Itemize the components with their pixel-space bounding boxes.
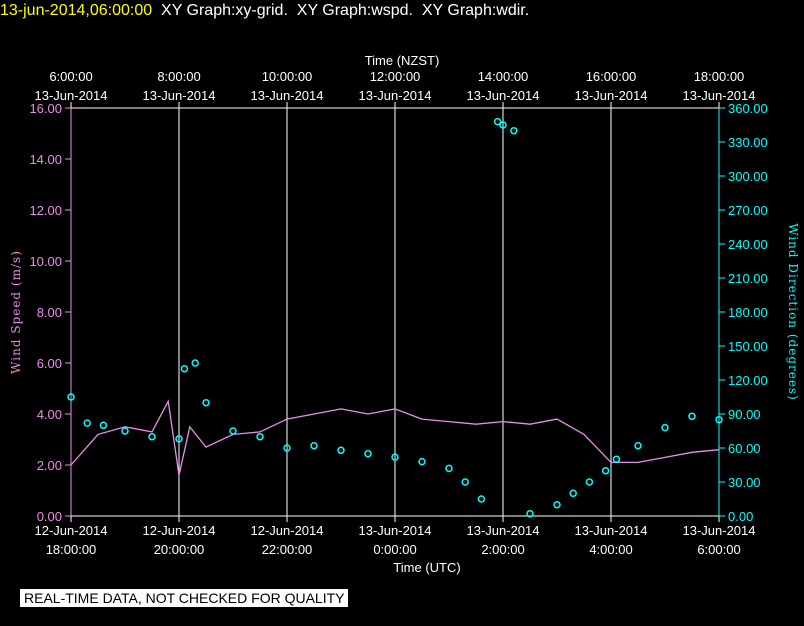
left-tick-label: 2.00 (37, 458, 62, 473)
top-tick-time: 8:00:00 (157, 69, 200, 84)
series-point-wdir (510, 126, 518, 135)
right-tick-label: 360.00 (728, 101, 768, 116)
bottom-tick-date: 12-Jun-2014 (35, 523, 108, 538)
series-point-wdir (634, 441, 642, 450)
top-tick-time: 6:00:00 (49, 69, 92, 84)
right-tick-label: 180.00 (728, 305, 768, 320)
series-point-wdir (612, 455, 621, 464)
series-point-wdir (477, 495, 486, 503)
left-tick-label: 12.00 (29, 203, 62, 218)
right-tick-label: 30.00 (728, 475, 761, 490)
series-line-wspd (70, 399, 720, 476)
top-tick-time: 12:00:00 (370, 69, 421, 84)
top-tick-time: 14:00:00 (478, 69, 529, 84)
right-tick-label: 0.00 (728, 509, 753, 524)
left-tick-label: 4.00 (37, 407, 62, 422)
graph-header: 13-jun-2014,06:00:00 XY Graph:xy-grid. X… (0, 2, 529, 20)
series-point-wdir (67, 393, 75, 401)
series-point-wdir (526, 509, 534, 518)
right-tick-label: 60.00 (728, 441, 761, 456)
top-tick-time: 16:00:00 (586, 69, 637, 84)
series-point-wdir (148, 432, 156, 441)
left-tick-label: 14.00 (29, 152, 62, 167)
series-point-wdir (661, 423, 669, 432)
series-point-wdir (445, 464, 453, 473)
right-axis-label: Wind Direction (degrees) (786, 223, 800, 401)
top-tick-date: 13-Jun-2014 (575, 88, 648, 103)
series-point-wdir (256, 432, 264, 441)
top-tick-time: 18:00:00 (694, 69, 745, 84)
series-point-wdir (310, 441, 318, 450)
bottom-tick-time: 2:00:00 (481, 542, 524, 557)
left-axis-label: Wind Speed (m/s) (9, 250, 23, 374)
series-point-wdir (175, 435, 183, 443)
bottom-tick-time: 4:00:00 (589, 542, 632, 557)
series-point-wdir (493, 117, 502, 126)
bottom-tick-date: 13-Jun-2014 (575, 523, 648, 538)
right-tick-label: 330.00 (728, 135, 768, 150)
top-tick-date: 13-Jun-2014 (35, 88, 108, 103)
series-point-wdir (418, 457, 426, 466)
bottom-tick-time: 0:00:00 (373, 542, 416, 557)
left-tick-label: 10.00 (29, 254, 62, 269)
series-point-wdir (364, 449, 372, 458)
top-tick-date: 13-Jun-2014 (251, 88, 324, 103)
right-tick-label: 270.00 (728, 203, 768, 218)
bottom-tick-date: 12-Jun-2014 (251, 523, 324, 538)
bottom-tick-date: 13-Jun-2014 (359, 523, 432, 538)
series-point-wdir (499, 121, 507, 129)
bottom-tick-time: 6:00:00 (697, 542, 740, 557)
left-tick-label: 8.00 (37, 305, 62, 320)
right-tick-label: 150.00 (728, 339, 768, 354)
bottom-tick-date: 13-Jun-2014 (467, 523, 540, 538)
right-tick-label: 210.00 (728, 271, 768, 286)
series-point-wdir (202, 398, 210, 407)
series-point-wdir (83, 419, 91, 427)
left-tick-label: 0.00 (37, 509, 62, 524)
header-graph-list: XY Graph:xy-grid. XY Graph:wspd. XY Grap… (161, 2, 530, 19)
top-tick-time: 10:00:00 (262, 69, 313, 84)
series-point-wdir (191, 359, 199, 367)
header-timestamp: 13-jun-2014,06:00:00 (0, 2, 153, 19)
series-point-wdir (553, 500, 561, 509)
series-point-wdir (461, 478, 469, 486)
top-tick-date: 13-Jun-2014 (359, 88, 432, 103)
series-point-wdir (601, 466, 610, 475)
left-tick-label: 6.00 (37, 356, 62, 371)
series-point-wdir (715, 415, 723, 424)
series-point-wdir (283, 444, 291, 452)
bottom-tick-time: 22:00:00 (262, 542, 313, 557)
right-tick-label: 120.00 (728, 373, 768, 388)
series-point-wdir (688, 412, 696, 421)
series-point-wdir (569, 489, 577, 498)
right-tick-label: 300.00 (728, 169, 768, 184)
bottom-tick-date: 12-Jun-2014 (143, 523, 216, 538)
series-point-wdir (391, 453, 399, 461)
series-point-wdir (121, 427, 129, 435)
series-point-wdir (229, 427, 237, 435)
quality-notice: REAL-TIME DATA, NOT CHECKED FOR QUALITY (20, 589, 349, 607)
series-point-wdir (585, 478, 594, 486)
bottom-axis-label: Time (UTC) (393, 560, 460, 575)
left-tick-label: 16.00 (29, 101, 62, 116)
top-tick-date: 13-Jun-2014 (683, 88, 756, 103)
bottom-tick-time: 18:00:00 (46, 542, 97, 557)
bottom-tick-time: 20:00:00 (154, 542, 205, 557)
top-tick-date: 13-Jun-2014 (467, 88, 540, 103)
series-point-wdir (180, 364, 189, 373)
right-tick-label: 240.00 (728, 237, 768, 252)
bottom-tick-date: 13-Jun-2014 (683, 523, 756, 538)
series-point-wdir (337, 446, 345, 455)
top-axis-label: Time (NZST) (365, 53, 440, 68)
right-tick-label: 90.00 (728, 407, 761, 422)
series-point-wdir (99, 421, 108, 430)
top-tick-date: 13-Jun-2014 (143, 88, 216, 103)
